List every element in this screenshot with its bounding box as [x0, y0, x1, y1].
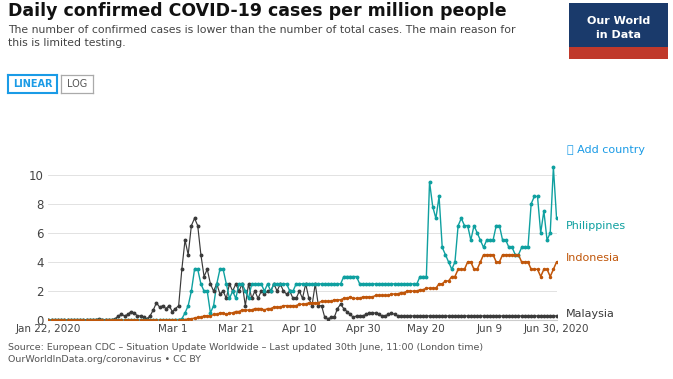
Text: LINEAR: LINEAR — [13, 79, 52, 89]
Text: Malaysia: Malaysia — [566, 309, 615, 319]
Text: Philippines: Philippines — [566, 221, 626, 230]
Text: in Data: in Data — [596, 30, 641, 40]
Text: Source: European CDC – Situation Update Worldwide – Last updated 30th June, 11:0: Source: European CDC – Situation Update … — [8, 343, 483, 364]
Text: Our World: Our World — [587, 16, 650, 26]
Text: Daily confirmed COVID-19 cases per million people: Daily confirmed COVID-19 cases per milli… — [8, 2, 507, 20]
Text: The number of confirmed cases is lower than the number of total cases. The main : The number of confirmed cases is lower t… — [8, 25, 516, 48]
Text: LOG: LOG — [67, 79, 87, 89]
Text: Indonesia: Indonesia — [566, 253, 620, 263]
Text: ➕ Add country: ➕ Add country — [567, 146, 645, 155]
